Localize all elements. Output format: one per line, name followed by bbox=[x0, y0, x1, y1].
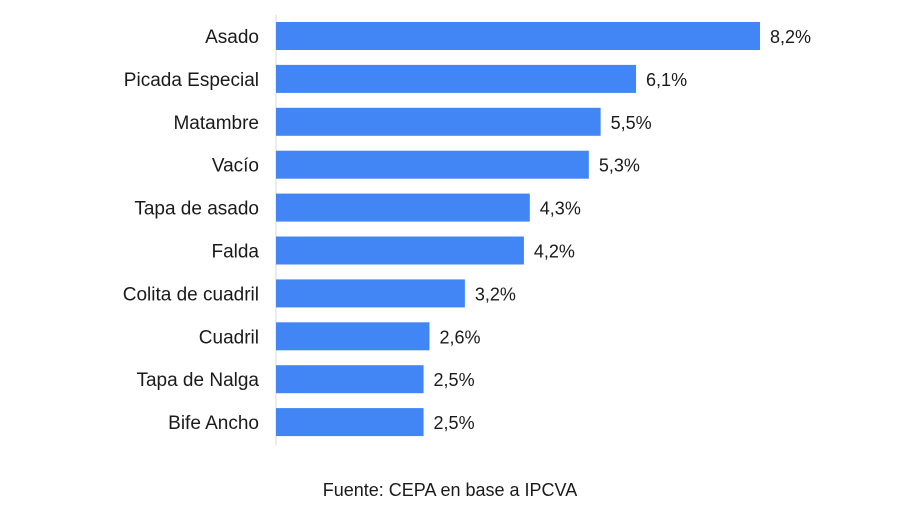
category-label: Picada Especial bbox=[124, 70, 259, 91]
value-label: 4,2% bbox=[534, 242, 575, 262]
chart-source-note: Fuente: CEPA en base a IPCVA bbox=[322, 480, 578, 500]
bar-falda bbox=[276, 236, 524, 265]
bar-picada-especial bbox=[276, 64, 637, 93]
value-label: 8,2% bbox=[770, 27, 811, 47]
category-label: Matambre bbox=[173, 113, 259, 134]
value-label: 4,3% bbox=[540, 199, 581, 219]
value-label: 6,1% bbox=[646, 70, 687, 90]
category-label: Tapa de asado bbox=[134, 199, 259, 220]
value-label: 2,5% bbox=[434, 370, 475, 390]
value-labels-group: 8,2% 6,1% 5,5% 5,3% 4,3% 4,2% 3,2% 2,6% 2,5% 2,5% bbox=[434, 27, 811, 433]
value-label: 5,3% bbox=[599, 156, 640, 176]
bar-asado bbox=[276, 22, 760, 50]
category-label: Falda bbox=[211, 242, 259, 263]
value-label: 2,5% bbox=[434, 413, 475, 433]
category-label: Bife Ancho bbox=[168, 413, 259, 434]
bar-vac-o bbox=[276, 150, 589, 179]
bar-bife-ancho bbox=[276, 408, 424, 437]
bar-chart: Asado Picada Especial Matambre Vacío Tapa de… bbox=[123, 14, 811, 446]
category-label: Tapa de Nalga bbox=[136, 370, 259, 391]
category-label: Asado bbox=[205, 27, 259, 48]
category-label: Colita de cuadril bbox=[123, 284, 259, 305]
bar-colita-de-cuadril bbox=[276, 279, 465, 308]
category-label: Cuadril bbox=[199, 327, 259, 348]
value-label: 5,5% bbox=[611, 113, 652, 133]
bars-group bbox=[276, 22, 760, 437]
value-label: 2,6% bbox=[439, 327, 480, 347]
value-label: 3,2% bbox=[475, 284, 516, 304]
bar-matambre bbox=[276, 107, 601, 136]
bar-cuadril bbox=[276, 322, 430, 351]
bar-tapa-de-asado bbox=[276, 193, 530, 222]
category-label: Vacío bbox=[212, 156, 259, 177]
bar-tapa-de-nalga bbox=[276, 365, 424, 394]
category-labels-group: Asado Picada Especial Matambre Vacío Tapa de… bbox=[123, 27, 260, 434]
